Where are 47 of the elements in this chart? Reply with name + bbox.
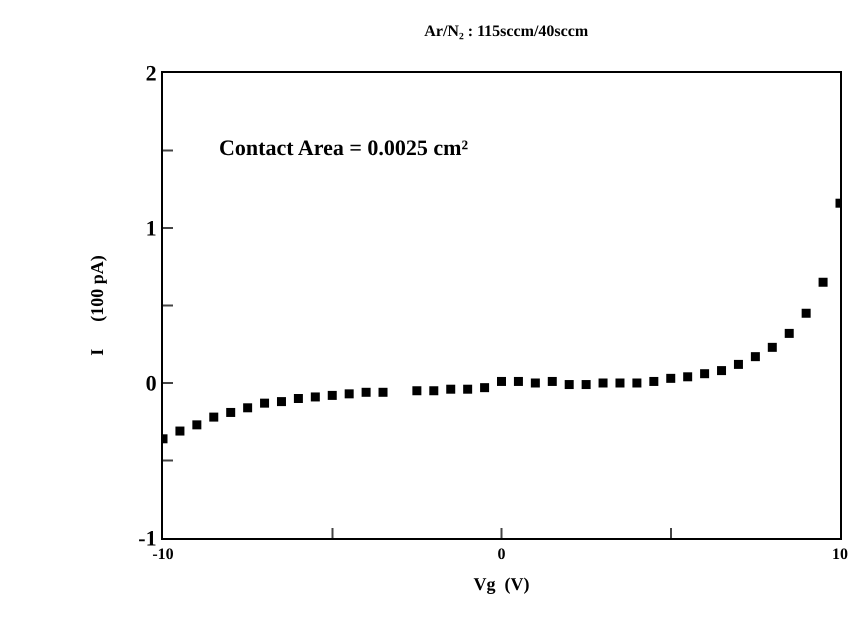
y-tick-label: 0 [146,370,157,396]
point [362,388,371,397]
y-axis-title: I (100 pA) [86,255,107,356]
point [446,384,456,394]
point [632,378,642,388]
point [514,376,523,386]
point [378,388,388,397]
point [260,398,270,408]
point [768,342,777,352]
point [734,360,743,369]
point [209,412,218,422]
point [564,380,574,390]
point [497,376,506,386]
point [429,386,438,396]
point [463,384,472,394]
point [276,397,286,406]
point [818,278,828,287]
point [412,386,422,396]
point [175,426,184,436]
point [598,378,608,388]
point [530,378,540,388]
point [683,372,692,382]
annotation: Contact Area = 0.0025 cm² [219,135,468,160]
point [226,408,236,417]
point [615,378,624,388]
point [192,420,202,430]
point [750,352,760,362]
y-tick-label: 1 [146,216,157,241]
x-tick-label: 0 [498,546,506,564]
point [328,390,337,400]
point [802,308,811,318]
point [582,380,591,390]
point [480,383,490,392]
point [548,376,557,386]
point [344,389,354,398]
y-tick-label: 2 [146,60,157,86]
point [310,392,320,402]
x-tick-label: 10 [832,546,848,564]
point [294,394,303,403]
point [717,366,726,376]
x-axis-title: Vg (V) [474,574,530,594]
point [784,328,794,338]
point [666,374,676,383]
chart-title: Ar/N₂ : 115sccm/40sccm [424,23,589,40]
point [649,376,658,386]
point [243,403,252,412]
point [700,369,710,378]
